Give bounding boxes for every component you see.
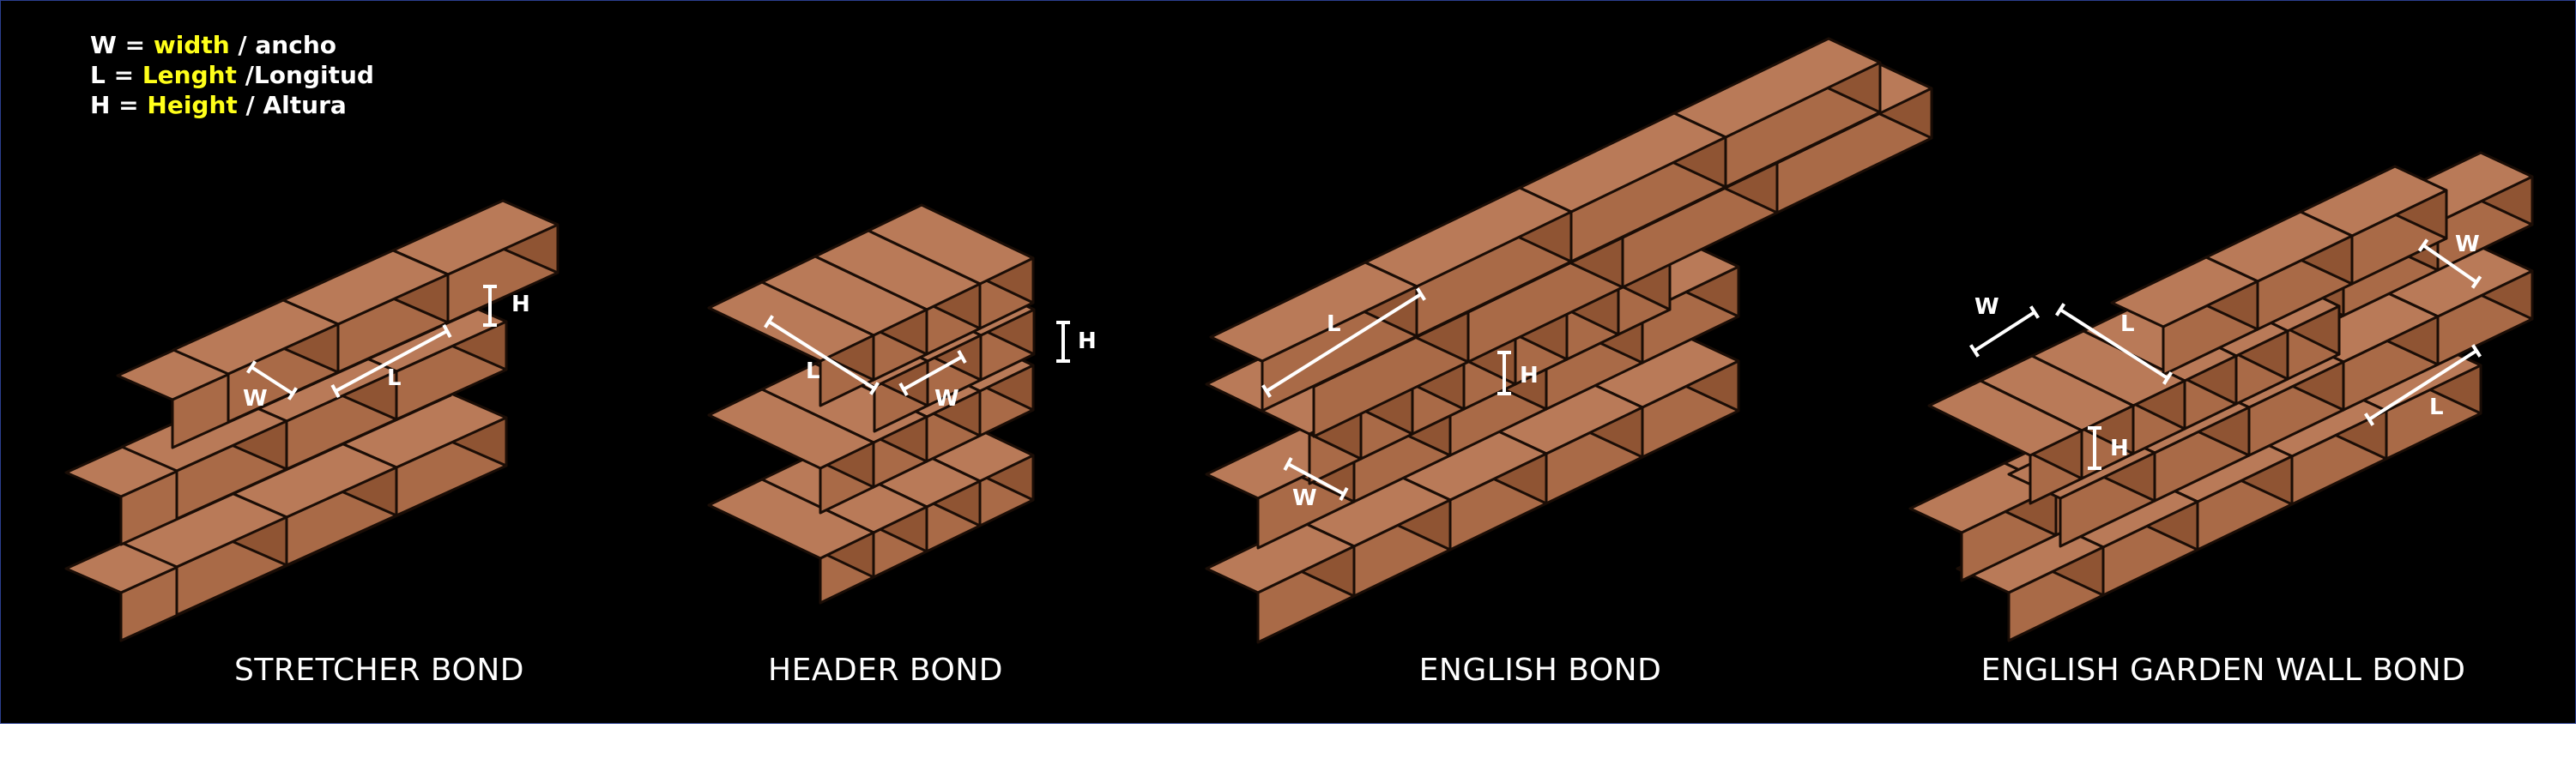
dimension-tick — [2364, 413, 2374, 426]
dimension-line — [767, 320, 876, 390]
legend-height-term: Height — [147, 91, 238, 119]
garden-length-dimension-side: L — [2364, 344, 2482, 426]
brick-bond-illustrations: W L H L W H L W H W L H W L — [64, 37, 2534, 644]
dimension-tick — [2055, 303, 2065, 316]
english-length-dimension: L — [1261, 287, 1426, 398]
caption-stretcher-bond: STRETCHER BOND — [234, 653, 524, 688]
english-bond-illustration — [1205, 37, 1933, 644]
garden-width-dimension-left: W — [1968, 294, 2041, 358]
dimension-tick — [957, 350, 967, 364]
garden-height-dimension: H — [2088, 426, 2129, 470]
dimension-tick — [1283, 457, 1293, 471]
legend-height: H = Height / Altura — [90, 90, 374, 120]
dimension-label: H — [2110, 436, 2129, 461]
dimension-tick — [869, 382, 880, 395]
brick-top — [1209, 261, 1418, 363]
dimension-tick — [1339, 487, 1349, 501]
legend-width: W = width / ancho — [90, 30, 374, 60]
legend-height-key: H = — [90, 91, 148, 119]
dimension-tick — [2470, 275, 2482, 289]
dimension-tick — [2417, 238, 2429, 252]
caption-header-bond: HEADER BOND — [768, 653, 1003, 688]
english-width-dimension: W — [1283, 457, 1349, 511]
header-length-dimension: L — [764, 315, 880, 395]
garden-width-dimension-right: W — [2417, 232, 2482, 289]
brick-top — [2110, 256, 2259, 328]
dimension-label: L — [2429, 395, 2444, 420]
header-width-dimension: W — [898, 350, 967, 412]
dimension-tick — [1261, 384, 1272, 398]
dimension-tick — [898, 382, 909, 396]
dimension-line — [2422, 244, 2478, 284]
dimension-tick — [245, 360, 257, 374]
dimension-label: L — [2120, 311, 2135, 337]
dimension-tick — [1416, 287, 1426, 301]
dimension-label: W — [2455, 232, 2480, 257]
stretcher-height-dimension: H — [483, 285, 530, 327]
dimension-legend: W = width / ancho L = Lenght /Longitud H… — [90, 30, 374, 120]
dimension-label: W — [1974, 294, 1999, 320]
dimension-tick — [442, 324, 452, 338]
dimension-label: W — [243, 386, 268, 412]
dimension-label: H — [511, 292, 530, 317]
legend-length-key: L = — [90, 61, 142, 89]
brick-top — [707, 478, 875, 560]
dimension-line — [2367, 349, 2478, 421]
legend-width-key: W = — [90, 31, 154, 59]
dimension-line — [903, 355, 963, 391]
diagram-canvas: W = width / ancho L = Lenght /Longitud H… — [0, 0, 2576, 724]
header-bond-illustration — [707, 203, 1036, 605]
brick-top — [1927, 379, 2083, 457]
brick-top — [707, 280, 875, 363]
caption-english-garden-wall-bond: ENGLISH GARDEN WALL BOND — [1980, 653, 2466, 688]
stretcher-width-dimension: W — [243, 360, 299, 412]
dimension-label: W — [934, 386, 959, 412]
dimension-label: L — [387, 365, 402, 391]
dimension-tick — [764, 315, 774, 328]
stretcher-length-dimension: L — [330, 324, 452, 398]
dimension-tick — [1968, 344, 1980, 358]
dimension-label: H — [1520, 363, 1539, 389]
stretcher-bond-illustration — [64, 199, 559, 642]
english-garden-wall-bond-illustration — [1908, 151, 2534, 642]
dimension-label: L — [1327, 311, 1341, 337]
dimension-tick — [2029, 305, 2041, 319]
dimension-line — [335, 329, 448, 393]
legend-length-translation: /Longitud — [236, 61, 374, 89]
header-height-dimension: H — [1056, 321, 1097, 363]
dimension-tick — [330, 384, 341, 398]
dimension-line — [2059, 308, 2169, 380]
legend-length: L = Lenght /Longitud — [90, 60, 374, 90]
dimension-label: W — [1292, 485, 1317, 511]
dimension-tick — [2162, 371, 2173, 385]
dimension-annotations: W L H L W H L W H W L H W L — [243, 232, 2482, 511]
caption-english-bond: ENGLISH BOND — [1418, 653, 1662, 688]
english-height-dimension: H — [1497, 351, 1539, 395]
dimension-label: H — [1078, 328, 1097, 354]
brick-top — [172, 298, 340, 376]
dimension-label: L — [806, 358, 820, 384]
legend-height-translation: / Altura — [237, 91, 347, 119]
dimension-line — [1287, 462, 1345, 496]
dimension-line — [250, 365, 294, 395]
dimension-line — [1265, 292, 1423, 393]
dimension-line — [1973, 310, 2036, 352]
legend-width-translation: / ancho — [229, 31, 336, 59]
brick-top — [707, 388, 875, 470]
legend-length-term: Lenght — [142, 61, 237, 89]
dimension-tick — [287, 387, 299, 401]
garden-length-dimension-top: L — [2055, 303, 2173, 385]
legend-width-term: width — [153, 31, 230, 59]
dimension-tick — [2471, 344, 2482, 358]
